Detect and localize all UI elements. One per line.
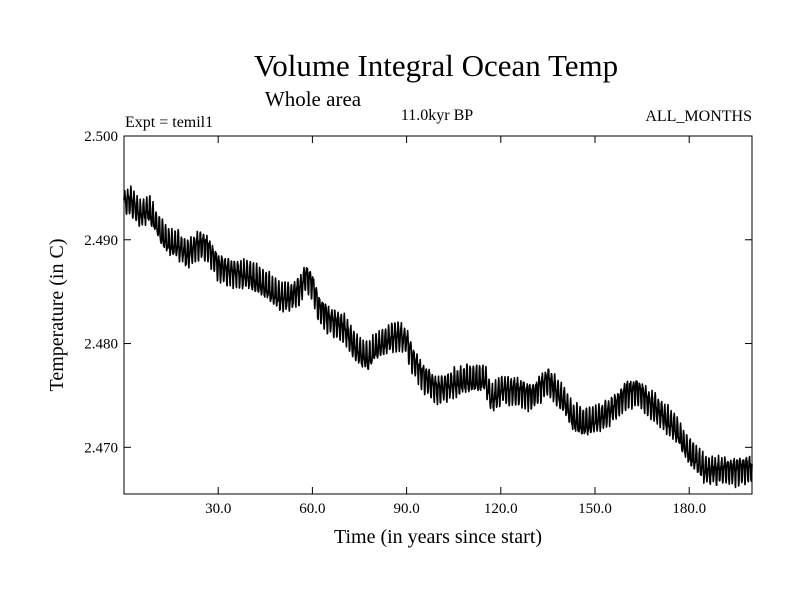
x-axis-label: Time (in years since start) bbox=[334, 526, 542, 548]
x-tick-label: 90.0 bbox=[393, 501, 419, 517]
y-tick-label: 2.470 bbox=[84, 440, 118, 456]
y-axis-label: Temperature (in C) bbox=[46, 239, 68, 392]
chart-title: Volume Integral Ocean Temp bbox=[254, 48, 618, 83]
x-tick-label: 180.0 bbox=[672, 501, 706, 517]
x-tick-label: 60.0 bbox=[299, 501, 325, 517]
chart-subtitle: Whole area bbox=[265, 87, 362, 111]
y-tick-label: 2.490 bbox=[84, 233, 118, 249]
experiment-annotation: Expt = temil1 bbox=[125, 114, 213, 131]
y-tick-label: 2.500 bbox=[84, 129, 118, 145]
series-line bbox=[123, 185, 753, 489]
x-tick-label: 150.0 bbox=[578, 501, 612, 517]
x-tick-label: 30.0 bbox=[205, 501, 231, 517]
months-annotation: ALL_MONTHS bbox=[645, 108, 752, 125]
x-tick-label: 120.0 bbox=[484, 501, 518, 517]
period-annotation: 11.0kyr BP bbox=[401, 107, 473, 124]
y-tick-label: 2.480 bbox=[84, 337, 118, 353]
plot-area: 30.0 60.0 90.0 120.0 150.0 180.0 2.470 2.480 2.4… bbox=[84, 129, 753, 517]
plot-frame bbox=[123, 135, 753, 495]
